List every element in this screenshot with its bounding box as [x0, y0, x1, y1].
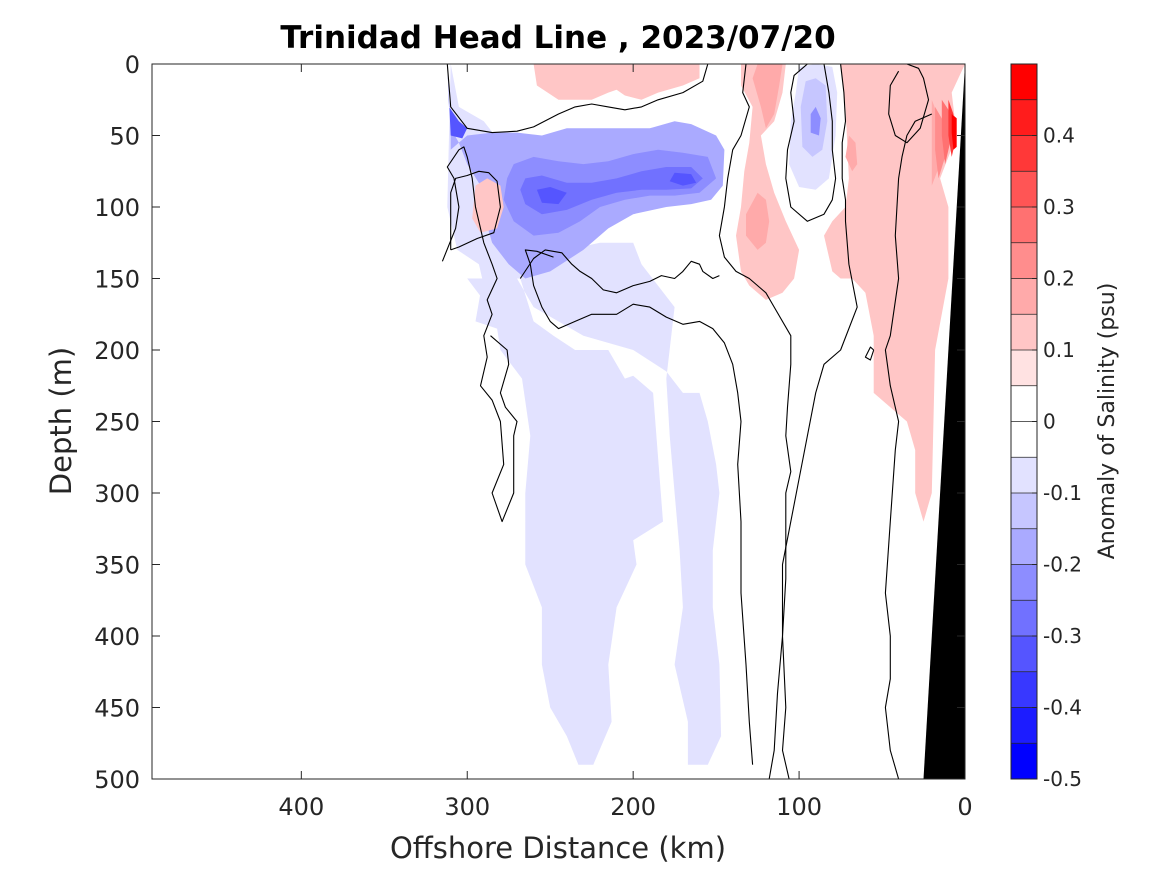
y-tick-label: 100 — [94, 194, 140, 222]
zero-contour-10 — [884, 113, 933, 779]
plot-area: 400 300 200 100 0 0 50 100 150 200 250 300 350 400 45… — [94, 51, 972, 821]
zero-contour-6 — [785, 64, 837, 222]
colorbar-tick-label: 0.4 — [1043, 124, 1075, 148]
colorbar-band-13 — [1011, 528, 1037, 565]
zero-contour-lines — [441, 64, 933, 779]
colorbar-band-19 — [1011, 743, 1037, 779]
y-axis-label: Depth (m) — [44, 347, 78, 495]
colorbar-tick-label: -0.4 — [1043, 696, 1082, 720]
anomaly-patch-17 — [845, 135, 858, 172]
colorbar-tick-label: 0 — [1043, 410, 1056, 434]
y-tick-label: 250 — [94, 409, 140, 437]
y-tick-label: 350 — [94, 552, 140, 580]
colorbar-tick-label: -0.2 — [1043, 553, 1082, 577]
colorbar-tick-label: 0.2 — [1043, 267, 1075, 291]
colorbar-band-4 — [1011, 207, 1037, 243]
zero-contour-8 — [864, 346, 875, 361]
colorbar-band-8 — [1011, 350, 1037, 386]
colorbar-tick-label: -0.3 — [1043, 624, 1082, 648]
anomaly-patch-6 — [447, 64, 468, 139]
anomaly-patch-3 — [520, 167, 703, 215]
colorbar-band-14 — [1011, 564, 1037, 601]
y-tick-label: 0 — [125, 51, 140, 79]
y-tick-label: 400 — [94, 623, 140, 651]
anomaly-patch-12 — [472, 178, 504, 233]
zero-contour-5 — [718, 64, 792, 779]
colorbar-band-6 — [1011, 278, 1037, 315]
x-axis-label: Offshore Distance (km) — [390, 831, 726, 865]
x-tick-label: 0 — [957, 793, 972, 821]
colorbar-band-11 — [1011, 457, 1037, 493]
colorbar-band-0 — [1011, 64, 1037, 100]
colorbar-tick-label: -0.1 — [1043, 481, 1082, 505]
x-axis: 400 300 200 100 0 — [278, 64, 973, 821]
colorbar-band-9 — [1011, 385, 1037, 422]
chart-title: Trinidad Head Line , 2023/07/20 — [280, 20, 835, 56]
colorbar: 0.4 0.3 0.2 0.1 0 -0.1 -0.2 -0.3 -0.4 -0.5 — [1010, 63, 1082, 791]
y-tick-label: 200 — [94, 337, 140, 365]
x-tick-label: 100 — [776, 793, 822, 821]
colorbar-band-18 — [1011, 707, 1037, 744]
anomaly-patch-16 — [746, 192, 770, 250]
anomaly-patch-4 — [536, 187, 567, 205]
colorbar-band-17 — [1011, 671, 1037, 708]
salinity-anomaly-fill — [447, 64, 965, 765]
anomaly-patch-9 — [810, 106, 821, 136]
x-tick-label: 200 — [610, 793, 656, 821]
anomaly-patch-11 — [533, 64, 700, 100]
bathymetry-seafloor — [923, 64, 965, 779]
y-tick-label: 300 — [94, 480, 140, 508]
x-tick-label: 300 — [444, 793, 490, 821]
anomaly-patch-15 — [752, 64, 783, 129]
colorbar-band-12 — [1011, 493, 1037, 529]
zero-contour-0 — [446, 64, 709, 134]
y-tick-label: 500 — [94, 766, 140, 794]
y-axis: 0 50 100 150 200 250 300 350 400 450 500 — [94, 51, 965, 794]
anomaly-patch-20 — [941, 99, 951, 165]
zero-contour-7 — [768, 64, 858, 779]
y-tick-label: 50 — [109, 123, 140, 151]
colorbar-band-5 — [1011, 242, 1037, 279]
colorbar-band-2 — [1011, 135, 1037, 172]
y-tick-label: 450 — [94, 695, 140, 723]
bathymetry-mask — [923, 64, 965, 779]
anomaly-patch-5 — [669, 172, 697, 186]
colorbar-band-7 — [1011, 314, 1037, 350]
colorbar-label: Anomaly of Salinity (psu) — [1095, 283, 1120, 560]
colorbar-band-3 — [1011, 171, 1037, 207]
colorbar-band-1 — [1011, 99, 1037, 136]
anomaly-patch-22 — [951, 114, 957, 150]
colorbar-band-15 — [1011, 600, 1037, 636]
anomaly-patch-0 — [447, 64, 722, 765]
zero-contour-9 — [888, 64, 930, 144]
zero-contour-3 — [519, 249, 720, 294]
colorbar-band-10 — [1011, 421, 1037, 458]
zero-contour-2 — [441, 146, 518, 523]
y-tick-label: 150 — [94, 266, 140, 294]
colorbar-band-16 — [1011, 636, 1037, 672]
x-tick-label: 400 — [278, 793, 324, 821]
zero-contour-4 — [524, 249, 754, 765]
anomaly-patch-14 — [824, 64, 965, 522]
colorbar-tick-label: -0.5 — [1043, 767, 1082, 791]
colorbar-tick-label: 0.1 — [1043, 338, 1075, 362]
colorbar-tick-label: 0.3 — [1043, 195, 1075, 219]
